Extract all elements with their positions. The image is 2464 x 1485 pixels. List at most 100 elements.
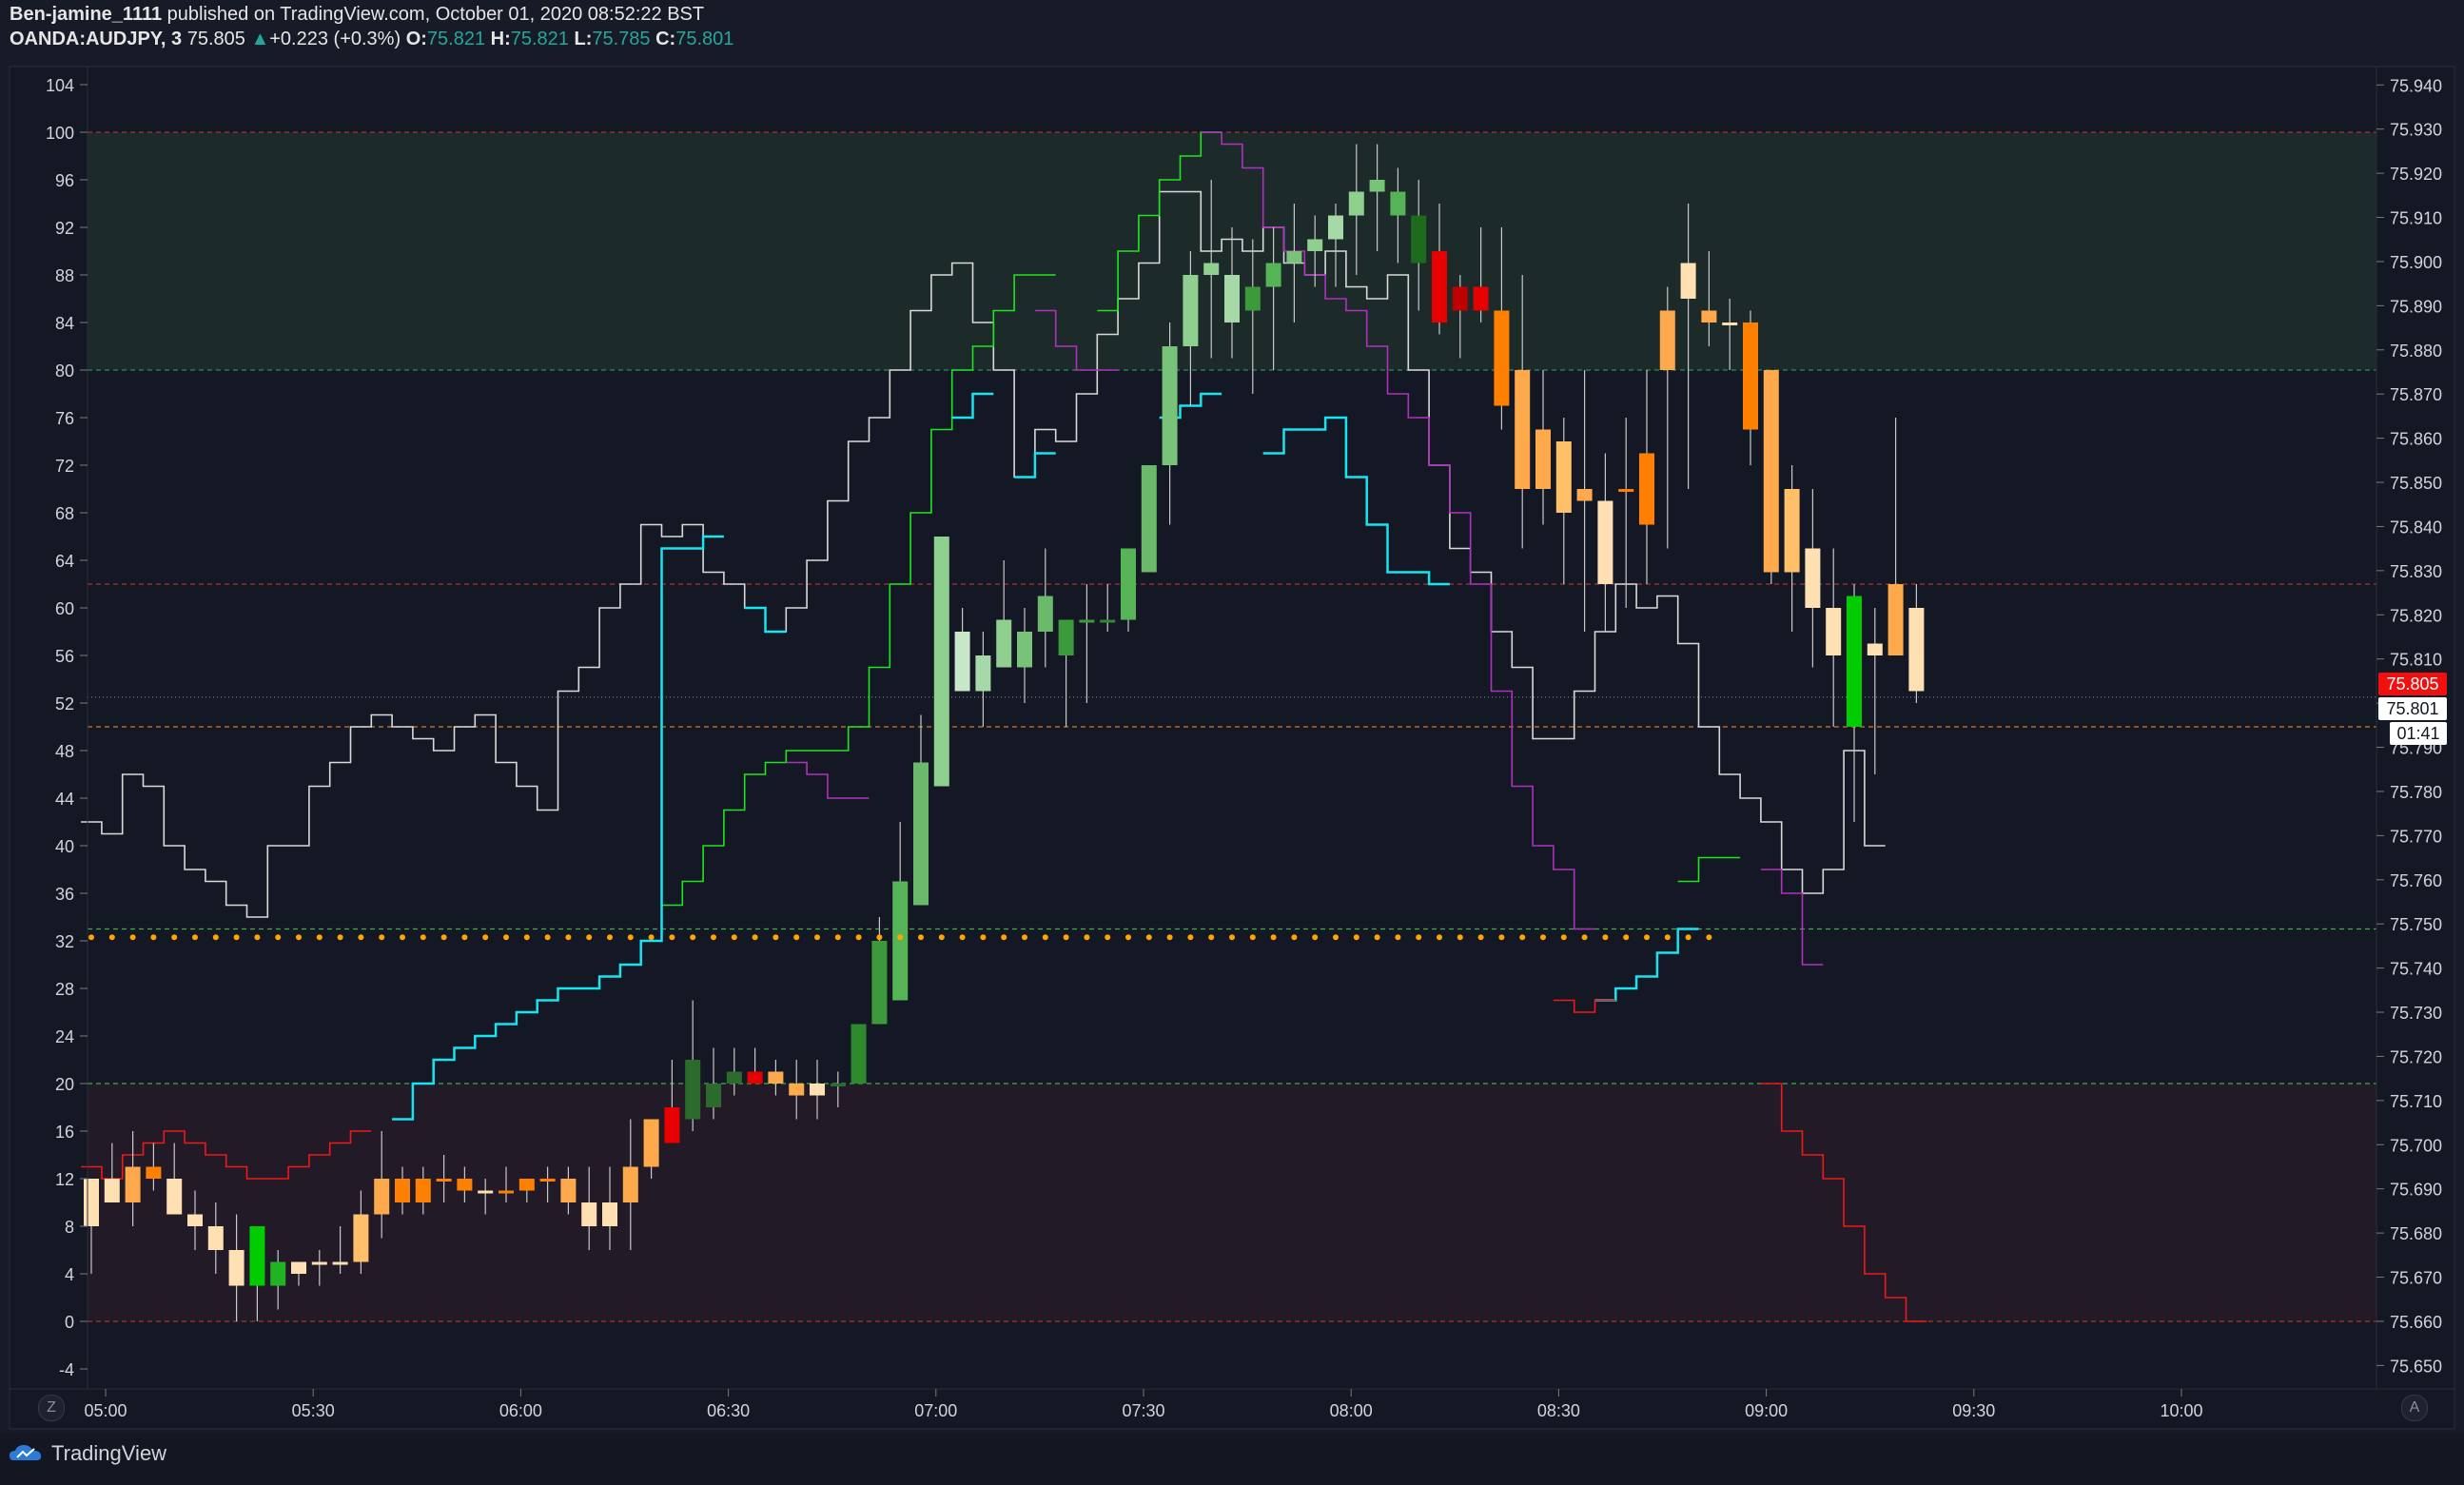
candle: [1203, 263, 1220, 275]
left-tick-label-27: -4: [59, 1360, 74, 1379]
level-dot: [1001, 934, 1007, 941]
right-tick-label-27: 75.670: [2390, 1269, 2442, 1288]
candle: [1121, 548, 1136, 620]
candle: [166, 1179, 183, 1215]
level-dot: [503, 934, 509, 941]
level-dot: [1581, 934, 1588, 941]
level-dot: [752, 934, 758, 941]
price-chart[interactable]: 1041009692888480767268646056524844403632…: [0, 0, 2464, 1433]
level-dot: [150, 934, 157, 941]
level-dot: [254, 934, 261, 941]
open-value: 75.821: [426, 29, 486, 49]
auto-scale-left-button[interactable]: Z: [38, 1395, 65, 1421]
right-tick-label-2: 75.920: [2390, 165, 2442, 184]
left-tick-label-6: 80: [55, 361, 74, 381]
level-dot: [793, 934, 800, 941]
candle: [436, 1179, 452, 1182]
auto-scale-right-button[interactable]: A: [2401, 1395, 2428, 1421]
left-tick-label-3: 92: [55, 219, 74, 238]
candle: [1244, 286, 1261, 311]
candle: [1722, 322, 1738, 325]
level-dot: [1105, 934, 1111, 941]
level-dot: [855, 934, 862, 941]
candle: [125, 1166, 141, 1202]
publisher-name[interactable]: Ben-jamine_1111: [10, 4, 163, 25]
close-price-badge: [2378, 697, 2447, 720]
left-tick-label-15: 44: [55, 790, 74, 809]
right-tick-label-7: 75.870: [2390, 385, 2442, 404]
level-dot: [1042, 934, 1048, 941]
time-tick-label-7: 08:30: [1537, 1401, 1580, 1420]
level-dot: [544, 934, 551, 941]
level-dot: [1125, 934, 1131, 941]
level-dot: [1270, 934, 1277, 941]
left-tick-label-22: 16: [55, 1123, 74, 1142]
candle: [1743, 322, 1758, 430]
candle: [1535, 429, 1551, 489]
level-dot: [627, 934, 634, 941]
level-dot: [1437, 934, 1442, 941]
level-dot: [420, 934, 426, 941]
candle: [1867, 643, 1883, 655]
level-dot: [1249, 934, 1256, 941]
candle: [311, 1261, 327, 1265]
level-dot: [980, 934, 987, 941]
candle: [270, 1261, 286, 1286]
candle: [1265, 263, 1281, 287]
left-tick-label-13: 52: [55, 694, 74, 713]
candle: [518, 1179, 535, 1191]
level-dot: [233, 934, 240, 941]
candle: [1100, 619, 1116, 623]
left-tick-label-12: 56: [55, 647, 74, 666]
candle: [457, 1179, 473, 1191]
candle: [1079, 619, 1095, 623]
right-tick-label-24: 75.700: [2390, 1136, 2442, 1155]
time-tick-label-0: 05:00: [84, 1401, 127, 1420]
open-label: O:: [405, 29, 427, 49]
symbol-info: OANDA:AUDJPY, 3 75.805 ▲+0.223 (+0.3%) O…: [10, 29, 733, 50]
candle: [913, 762, 929, 906]
candle: [1887, 584, 1904, 655]
time-tick-label-5: 07:30: [1122, 1401, 1164, 1420]
candle: [539, 1179, 556, 1182]
candle: [1452, 286, 1468, 311]
level-dot: [876, 934, 883, 941]
symbol-label[interactable]: OANDA:AUDJPY, 3: [10, 29, 183, 49]
time-tick-label-4: 07:00: [914, 1401, 957, 1420]
level-dot: [565, 934, 572, 941]
change-value: +0.223 (+0.3%): [269, 29, 401, 49]
low-label: L:: [574, 29, 593, 49]
level-dot: [129, 934, 136, 941]
level-dot: [1063, 934, 1069, 941]
candle: [1141, 465, 1157, 573]
candle: [1639, 453, 1654, 525]
candle: [560, 1179, 577, 1202]
candle: [1473, 286, 1489, 311]
tradingview-brand: TradingView: [51, 1441, 167, 1465]
candle: [1805, 548, 1821, 608]
level-dot: [711, 934, 716, 941]
right-tick-label-17: 75.770: [2390, 827, 2442, 846]
candle: [1576, 489, 1593, 501]
cloud-logo-icon: [10, 1445, 42, 1460]
left-tick-label-10: 64: [55, 552, 74, 571]
candle: [1680, 263, 1696, 299]
level-dot: [1498, 934, 1505, 941]
level-dot: [400, 934, 405, 941]
right-tick-label-29: 75.650: [2390, 1357, 2442, 1376]
auto-scale-left-label: Z: [47, 1399, 56, 1416]
level-dot: [1145, 934, 1152, 941]
right-tick-label-20: 75.740: [2390, 960, 2442, 979]
right-tick-label-28: 75.660: [2390, 1313, 2442, 1332]
level-dot: [1706, 934, 1712, 941]
candle: [643, 1119, 659, 1167]
level-dot: [316, 934, 323, 941]
auto-scale-right-label: A: [2409, 1399, 2420, 1416]
level-dot: [648, 934, 655, 941]
publish-text: published on TradingView.com, October 01…: [166, 4, 705, 25]
tradingview-logo[interactable]: TradingView: [10, 1441, 166, 1466]
indicator-line-1: [81, 190, 1886, 918]
right-tick-label-3: 75.910: [2390, 209, 2442, 228]
candle: [1390, 191, 1406, 216]
left-tick-label-23: 12: [55, 1170, 74, 1189]
